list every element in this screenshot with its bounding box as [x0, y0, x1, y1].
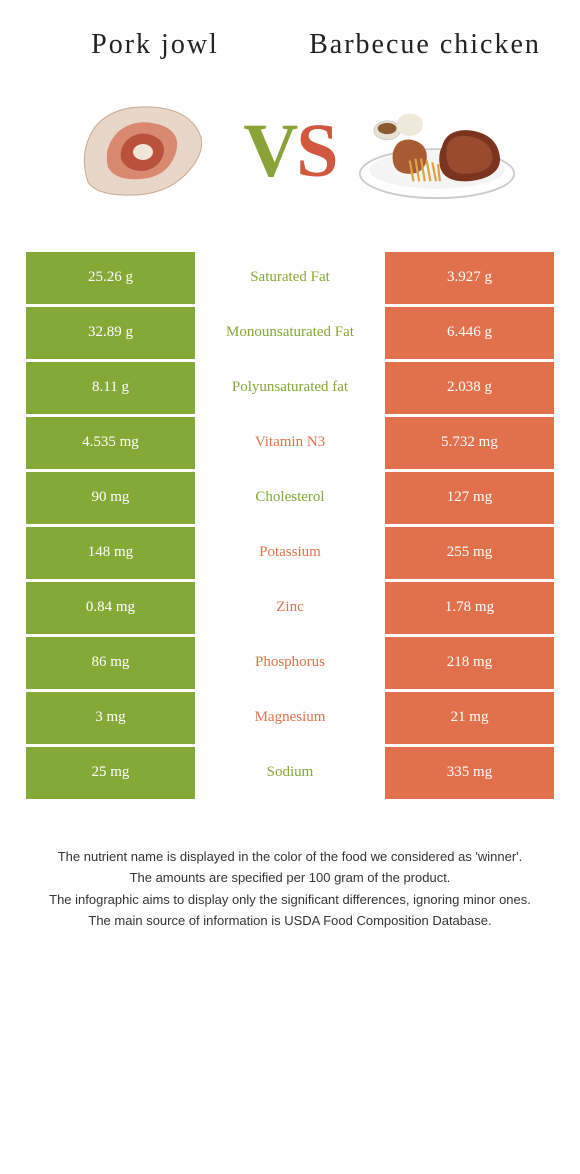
right-value: 21 mg	[385, 692, 554, 744]
vs-v: V	[243, 108, 296, 195]
nutrient-label: Zinc	[195, 582, 385, 634]
left-value: 86 mg	[26, 637, 195, 689]
nutrient-label: Saturated Fat	[195, 252, 385, 304]
right-value: 218 mg	[385, 637, 554, 689]
table-row: 90 mgCholesterol127 mg	[26, 472, 554, 524]
left-value: 4.535 mg	[26, 417, 195, 469]
meat-icon	[73, 97, 213, 207]
nutrient-label: Phosphorus	[195, 637, 385, 689]
table-row: 86 mgPhosphorus218 mg	[26, 637, 554, 689]
right-value: 3.927 g	[385, 252, 554, 304]
vs-label: VS	[243, 108, 336, 195]
nutrient-label: Vitamin N3	[195, 417, 385, 469]
table-row: 3 mgMagnesium21 mg	[26, 692, 554, 744]
right-value: 6.446 g	[385, 307, 554, 359]
bbq-chicken-image	[357, 92, 517, 212]
table-row: 148 mgPotassium255 mg	[26, 527, 554, 579]
table-row: 8.11 gPolyunsaturated fat2.038 g	[26, 362, 554, 414]
footer-line: The main source of information is USDA F…	[28, 911, 552, 931]
footer-line: The amounts are specified per 100 gram o…	[28, 868, 552, 888]
footer-line: The infographic aims to display only the…	[28, 890, 552, 910]
nutrient-label: Cholesterol	[195, 472, 385, 524]
pork-jowl-image	[63, 92, 223, 212]
left-value: 3 mg	[26, 692, 195, 744]
left-value: 25.26 g	[26, 252, 195, 304]
table-row: 25 mgSodium335 mg	[26, 747, 554, 799]
footer-line: The nutrient name is displayed in the co…	[28, 847, 552, 867]
left-food-title: Pork jowl	[20, 28, 290, 62]
right-value: 127 mg	[385, 472, 554, 524]
nutrient-label: Polyunsaturated fat	[195, 362, 385, 414]
table-row: 32.89 gMonounsaturated Fat6.446 g	[26, 307, 554, 359]
footer-notes: The nutrient name is displayed in the co…	[20, 847, 560, 931]
nutrient-table: 25.26 gSaturated Fat3.927 g32.89 gMonoun…	[26, 252, 554, 799]
table-row: 25.26 gSaturated Fat3.927 g	[26, 252, 554, 304]
table-row: 0.84 mgZinc1.78 mg	[26, 582, 554, 634]
left-value: 32.89 g	[26, 307, 195, 359]
left-value: 8.11 g	[26, 362, 195, 414]
right-food-title: Barbecue chicken	[290, 28, 560, 62]
infographic-page: Pork jowl Barbecue chicken VS	[0, 0, 580, 953]
left-value: 0.84 mg	[26, 582, 195, 634]
hero-row: VS	[20, 92, 560, 212]
left-value: 90 mg	[26, 472, 195, 524]
right-value: 1.78 mg	[385, 582, 554, 634]
nutrient-label: Potassium	[195, 527, 385, 579]
right-value: 255 mg	[385, 527, 554, 579]
right-value: 2.038 g	[385, 362, 554, 414]
plate-icon	[357, 97, 517, 207]
nutrient-label: Monounsaturated Fat	[195, 307, 385, 359]
left-value: 148 mg	[26, 527, 195, 579]
vs-s: S	[296, 108, 336, 195]
left-value: 25 mg	[26, 747, 195, 799]
table-row: 4.535 mgVitamin N35.732 mg	[26, 417, 554, 469]
right-value: 335 mg	[385, 747, 554, 799]
right-value: 5.732 mg	[385, 417, 554, 469]
nutrient-label: Sodium	[195, 747, 385, 799]
nutrient-label: Magnesium	[195, 692, 385, 744]
title-row: Pork jowl Barbecue chicken	[20, 28, 560, 62]
